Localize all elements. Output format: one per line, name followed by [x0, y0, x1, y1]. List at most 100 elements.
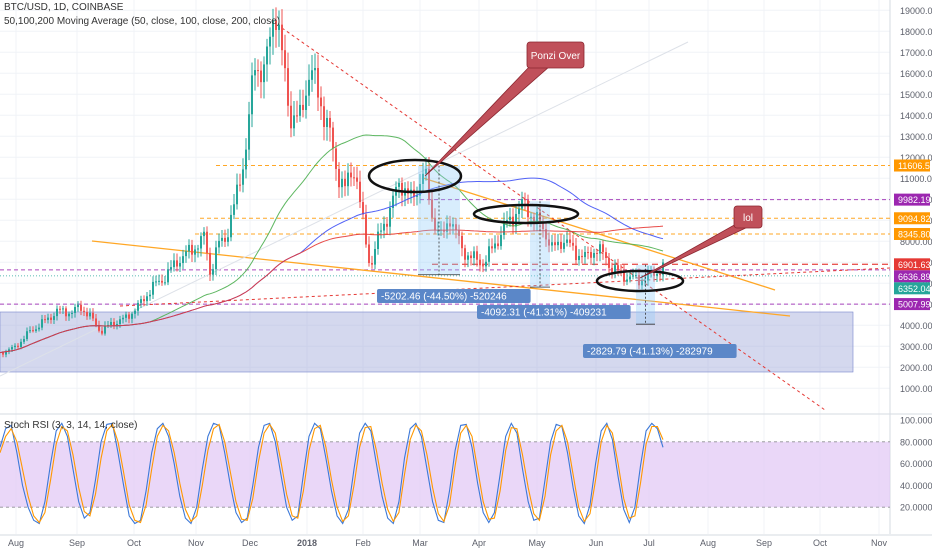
candle-body: [305, 95, 307, 110]
price-tick-label: 1000.00: [900, 384, 932, 394]
candle-body: [446, 223, 448, 232]
candle-body: [218, 240, 220, 248]
price-label-bg: [894, 193, 930, 206]
candle-body: [635, 275, 637, 277]
candle-body: [431, 199, 433, 218]
time-tick-label: Nov: [188, 538, 205, 548]
stoch-line: [0, 422, 664, 525]
candle-body: [161, 280, 163, 283]
osc-tick-label: 100.0000: [900, 416, 932, 426]
candle-body: [593, 253, 595, 258]
candle-body: [383, 223, 385, 231]
candle-body: [371, 263, 373, 265]
candle-body: [614, 265, 616, 273]
candle-body: [248, 114, 250, 150]
candle-body: [542, 222, 544, 230]
candle-body: [530, 216, 532, 218]
drawn-ellipse: [472, 203, 580, 225]
candle-body: [377, 231, 379, 250]
osc-tick-label: 80.0000: [900, 437, 932, 447]
time-tick-label: Oct: [127, 538, 142, 548]
price-label-bg: [894, 282, 930, 295]
callout: Ponzi Over: [424, 41, 585, 177]
time-tick-label: Sep: [756, 538, 772, 548]
candle-body: [416, 195, 418, 197]
candle-body: [551, 242, 553, 246]
candle-body: [290, 105, 292, 129]
candle-body: [98, 325, 100, 331]
price-label: 5007.99: [898, 300, 931, 310]
candle-body: [479, 259, 481, 266]
candle-body: [119, 319, 121, 324]
candle-body: [581, 255, 583, 258]
candle-body: [299, 104, 301, 116]
candle-body: [626, 279, 628, 282]
osc-tick-label: 20.0000: [900, 503, 932, 513]
candle-body: [272, 20, 274, 37]
candle-body: [29, 330, 31, 332]
candle-body: [134, 310, 136, 314]
measure-label: -5202.46 (-44.50%) -520246: [381, 292, 507, 303]
candle-body: [578, 255, 580, 261]
candle-body: [122, 317, 124, 320]
candle-body: [185, 251, 187, 257]
candle-body: [71, 312, 73, 314]
candle-body: [485, 261, 487, 267]
candle-body: [8, 349, 10, 352]
candle-body: [344, 178, 346, 187]
candle-body: [341, 178, 343, 188]
candle-body: [284, 50, 286, 69]
candle-body: [623, 271, 625, 282]
callout-box: [733, 205, 763, 229]
candle-body: [80, 304, 82, 311]
candle-body: [449, 223, 451, 227]
support-trendline: [91, 240, 791, 317]
candle-body: [602, 244, 604, 253]
candle-body: [260, 70, 262, 83]
candle-body: [197, 248, 199, 250]
price-label: 6901.63: [898, 260, 931, 270]
candle-body: [38, 327, 40, 330]
candle-body: [386, 223, 388, 227]
candle-body: [47, 317, 49, 320]
candle-body: [347, 172, 349, 187]
candle-body: [617, 265, 619, 271]
candle-body: [335, 148, 337, 169]
candle-body: [320, 97, 322, 107]
candle-body: [566, 239, 568, 243]
candle-body: [173, 260, 175, 268]
candle-body: [491, 246, 493, 249]
candle-body: [209, 252, 211, 275]
candle-body: [236, 184, 238, 205]
price-tick-label: 17000.00: [900, 48, 932, 58]
candle-body: [23, 339, 25, 342]
candle-body: [224, 237, 226, 242]
candle-body: [425, 168, 427, 174]
candle-body: [509, 216, 511, 221]
candle-body: [563, 242, 565, 249]
osc-tick-label: 60.0000: [900, 459, 932, 469]
candle-body: [419, 183, 421, 196]
price-tick-label: 4000.00: [900, 321, 932, 331]
candle-body: [65, 308, 67, 317]
time-tick-label: Aug: [700, 538, 716, 548]
candle-body: [323, 106, 325, 127]
measure-label: -4092.31 (-41.31%) -409231: [481, 308, 607, 319]
candle-body: [239, 184, 241, 186]
candle-body: [338, 168, 340, 188]
candle-body: [182, 256, 184, 264]
symbol-legend: BTC/USD, 1D, COINBASE: [4, 2, 124, 13]
candle-body: [599, 244, 601, 254]
candle-body: [608, 258, 610, 268]
candle-body: [353, 177, 355, 179]
candle-body: [647, 271, 649, 281]
candle-body: [659, 273, 661, 275]
price-tick-label: 15000.00: [900, 90, 932, 100]
price-label-bg: [894, 227, 930, 240]
candle-body: [11, 347, 13, 350]
price-label-bg: [894, 258, 930, 271]
candle-body: [656, 273, 658, 276]
candle-body: [41, 319, 43, 328]
candle-body: [362, 202, 364, 215]
